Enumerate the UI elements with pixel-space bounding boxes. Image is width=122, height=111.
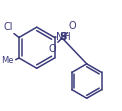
Text: Me: Me [1,56,14,65]
Text: O: O [69,21,77,31]
Text: Cl: Cl [3,22,13,32]
Text: NH: NH [56,32,71,42]
Text: S: S [59,32,66,43]
Text: O: O [49,44,56,54]
